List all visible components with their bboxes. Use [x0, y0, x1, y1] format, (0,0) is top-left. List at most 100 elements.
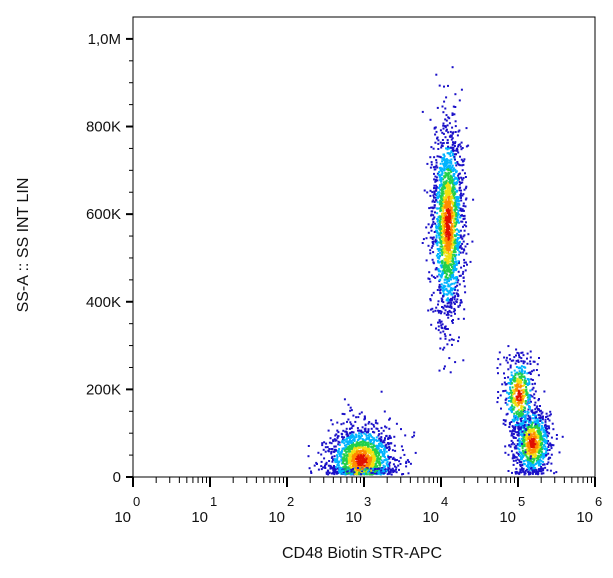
data-point: [440, 183, 443, 186]
data-point: [429, 280, 432, 283]
data-point: [523, 435, 526, 438]
data-point: [517, 392, 520, 395]
data-point: [449, 235, 452, 238]
data-point: [379, 455, 382, 458]
data-point: [393, 458, 396, 461]
data-point: [350, 444, 353, 447]
data-point: [530, 467, 532, 470]
data-point: [442, 348, 445, 351]
data-point: [362, 472, 365, 475]
data-point: [451, 152, 454, 155]
data-point: [448, 339, 451, 342]
data-point: [361, 444, 364, 447]
data-point: [513, 380, 516, 383]
data-point: [519, 384, 522, 387]
data-point: [375, 448, 378, 451]
data-point: [425, 226, 428, 229]
data-point: [382, 448, 385, 451]
data-point: [355, 458, 358, 461]
data-point: [389, 471, 392, 473]
data-point: [526, 465, 529, 468]
data-point: [370, 445, 373, 448]
data-point: [537, 450, 540, 453]
data-point: [516, 422, 519, 425]
data-point: [340, 452, 343, 454]
data-point: [457, 213, 460, 216]
data-point: [451, 255, 454, 258]
data-point: [516, 380, 519, 383]
data-point: [434, 133, 437, 136]
data-point: [516, 377, 519, 380]
data-point: [543, 456, 546, 459]
data-point: [353, 437, 356, 440]
data-point: [521, 413, 524, 416]
data-point: [434, 222, 437, 225]
data-point: [435, 236, 438, 239]
data-point: [440, 234, 443, 236]
data-point: [443, 327, 446, 330]
data-point: [525, 393, 528, 396]
data-point: [526, 362, 529, 365]
data-point: [439, 238, 442, 241]
data-point: [439, 188, 442, 191]
data-point: [464, 172, 466, 175]
data-point: [373, 455, 376, 458]
data-point: [532, 427, 535, 430]
data-point: [389, 436, 392, 439]
data-point: [448, 189, 451, 192]
data-point: [451, 148, 454, 151]
data-point: [398, 460, 401, 463]
data-point: [336, 449, 339, 452]
data-point: [513, 443, 516, 446]
data-point: [542, 467, 545, 470]
data-point: [438, 193, 441, 196]
data-point: [452, 220, 455, 223]
data-point: [538, 357, 540, 359]
data-point: [357, 460, 360, 463]
data-point: [497, 391, 500, 393]
data-point: [450, 209, 453, 212]
data-point: [323, 466, 326, 469]
data-point: [533, 469, 536, 472]
data-point: [341, 438, 344, 441]
data-point: [449, 164, 452, 167]
data-point: [528, 435, 531, 437]
data-point: [439, 162, 442, 165]
data-point: [342, 458, 344, 461]
data-point: [458, 183, 461, 186]
data-point: [435, 130, 438, 133]
data-point: [530, 433, 533, 436]
data-point: [527, 401, 530, 404]
data-point: [536, 441, 539, 444]
data-point: [359, 457, 362, 460]
data-point: [343, 442, 346, 445]
data-point: [534, 401, 537, 404]
data-point: [442, 162, 445, 165]
data-point: [538, 455, 541, 458]
data-point: [438, 278, 441, 281]
data-point: [453, 113, 456, 116]
data-point: [442, 186, 445, 189]
data-point: [446, 185, 448, 188]
data-point: [450, 314, 453, 317]
data-point: [352, 465, 355, 468]
data-point: [451, 250, 454, 253]
data-point: [342, 429, 345, 432]
data-point: [517, 425, 520, 428]
data-point: [371, 473, 374, 476]
data-point: [447, 220, 450, 223]
data-point: [437, 325, 440, 328]
data-point: [360, 456, 363, 459]
data-point: [534, 390, 537, 393]
data-point: [532, 464, 535, 466]
data-point: [440, 310, 443, 313]
data-point: [548, 419, 551, 422]
data-point: [427, 244, 430, 247]
data-point: [498, 351, 501, 354]
data-point: [523, 444, 526, 447]
data-point: [545, 440, 548, 443]
data-point: [370, 454, 373, 457]
data-point: [530, 400, 532, 403]
data-point: [455, 253, 458, 256]
data-point: [368, 421, 371, 423]
